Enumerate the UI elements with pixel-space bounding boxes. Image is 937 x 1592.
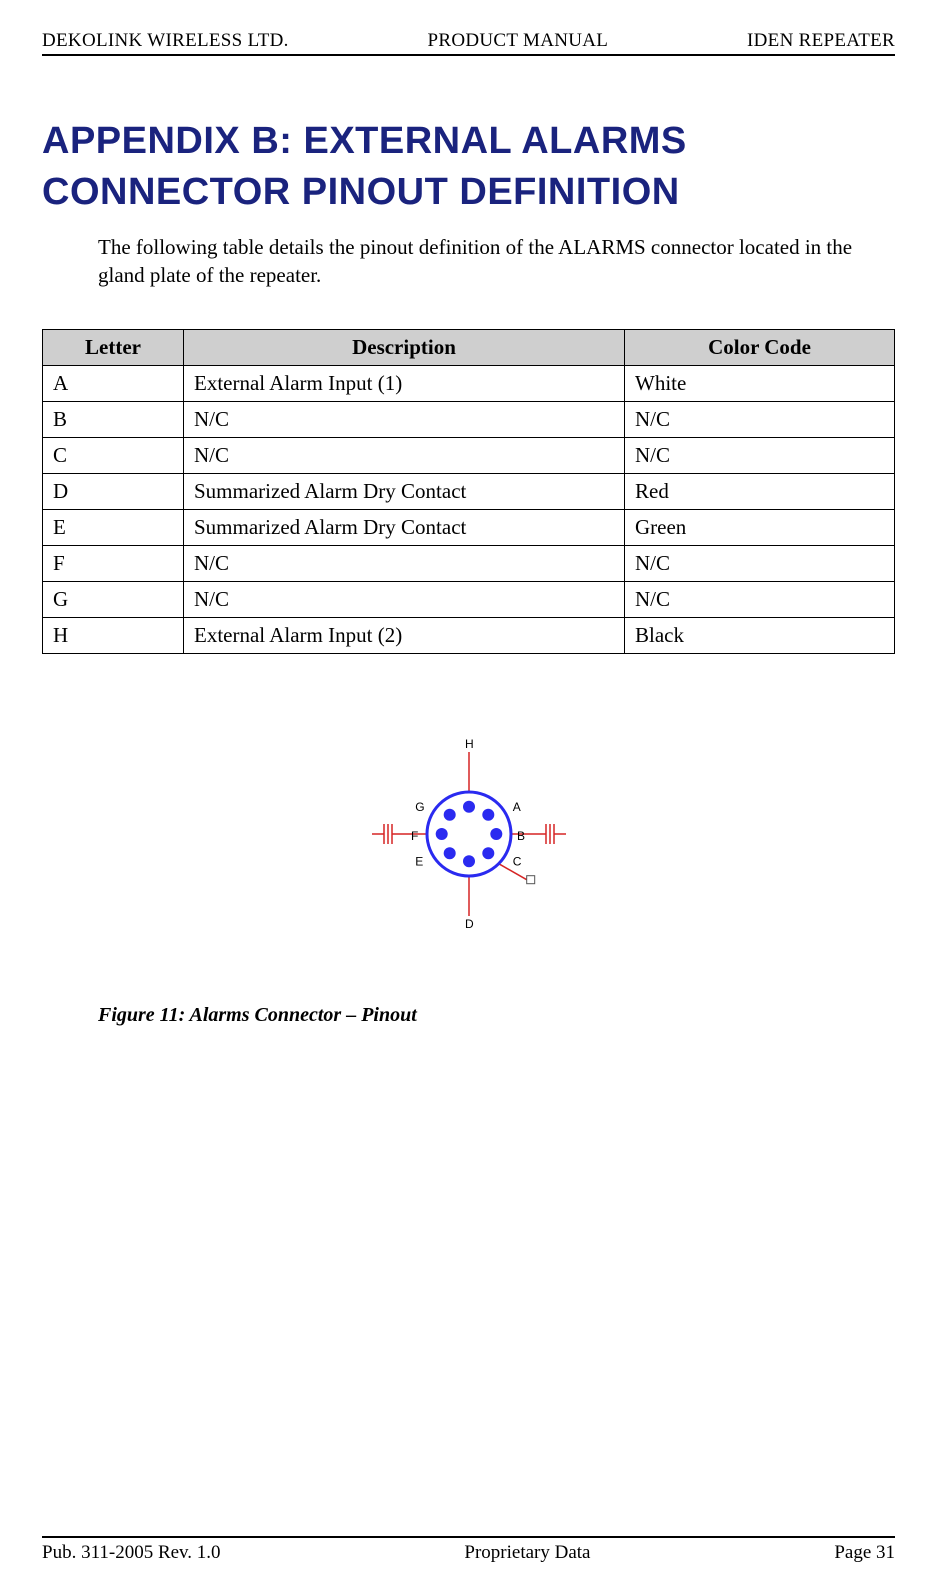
table-cell: Black: [625, 618, 895, 654]
table-cell: N/C: [184, 402, 625, 438]
table-row: GN/CN/C: [43, 582, 895, 618]
svg-text:A: A: [512, 800, 520, 814]
table-cell: N/C: [625, 546, 895, 582]
table-cell: External Alarm Input (1): [184, 366, 625, 402]
table-cell: N/C: [184, 582, 625, 618]
page-footer: Pub. 311-2005 Rev. 1.0 Proprietary Data …: [42, 1536, 895, 1564]
svg-text:H: H: [465, 737, 474, 751]
svg-text:G: G: [415, 800, 424, 814]
table-cell: White: [625, 366, 895, 402]
connector-figure: H D A G B F C E: [42, 724, 895, 944]
table-row: HExternal Alarm Input (2)Black: [43, 618, 895, 654]
table-cell: Green: [625, 510, 895, 546]
table-cell: N/C: [184, 438, 625, 474]
page-header: DEKOLINK WIRELESS LTD. PRODUCT MANUAL ID…: [42, 30, 895, 56]
table-row: ESummarized Alarm Dry ContactGreen: [43, 510, 895, 546]
intro-paragraph: The following table details the pinout d…: [98, 233, 895, 290]
col-header-description: Description: [184, 330, 625, 366]
pinout-table: Letter Description Color Code AExternal …: [42, 329, 895, 654]
header-center: PRODUCT MANUAL: [428, 30, 609, 52]
footer-right: Page 31: [834, 1542, 895, 1564]
table-cell: D: [43, 474, 184, 510]
table-cell: Summarized Alarm Dry Contact: [184, 474, 625, 510]
table-header-row: Letter Description Color Code: [43, 330, 895, 366]
table-cell: E: [43, 510, 184, 546]
appendix-title: APPENDIX B: EXTERNAL ALARMS CONNECTOR PI…: [42, 116, 895, 219]
title-line-1: APPENDIX B: EXTERNAL ALARMS: [42, 116, 895, 167]
col-header-colorcode: Color Code: [625, 330, 895, 366]
figure-caption: Figure 11: Alarms Connector – Pinout: [98, 1004, 895, 1027]
svg-text:B: B: [517, 829, 525, 843]
title-line-2: CONNECTOR PINOUT DEFINITION: [42, 167, 895, 218]
table-cell: G: [43, 582, 184, 618]
table-cell: Summarized Alarm Dry Contact: [184, 510, 625, 546]
col-header-letter: Letter: [43, 330, 184, 366]
table-cell: Red: [625, 474, 895, 510]
table-cell: N/C: [625, 582, 895, 618]
table-row: CN/CN/C: [43, 438, 895, 474]
svg-text:E: E: [415, 855, 423, 869]
svg-text:F: F: [411, 829, 418, 843]
table-row: BN/CN/C: [43, 402, 895, 438]
table-cell: N/C: [625, 438, 895, 474]
table-cell: H: [43, 618, 184, 654]
svg-text:D: D: [465, 917, 474, 931]
table-row: DSummarized Alarm Dry ContactRed: [43, 474, 895, 510]
table-cell: B: [43, 402, 184, 438]
table-cell: External Alarm Input (2): [184, 618, 625, 654]
table-cell: N/C: [625, 402, 895, 438]
table-row: AExternal Alarm Input (1)White: [43, 366, 895, 402]
footer-center: Proprietary Data: [464, 1542, 590, 1564]
table-cell: A: [43, 366, 184, 402]
table-cell: F: [43, 546, 184, 582]
header-left: DEKOLINK WIRELESS LTD.: [42, 30, 289, 52]
connector-diagram: H D A G B F C E: [349, 724, 589, 944]
table-row: FN/CN/C: [43, 546, 895, 582]
svg-text:C: C: [512, 855, 521, 869]
footer-left: Pub. 311-2005 Rev. 1.0: [42, 1542, 221, 1564]
header-right: IDEN REPEATER: [747, 30, 895, 52]
table-cell: C: [43, 438, 184, 474]
table-cell: N/C: [184, 546, 625, 582]
